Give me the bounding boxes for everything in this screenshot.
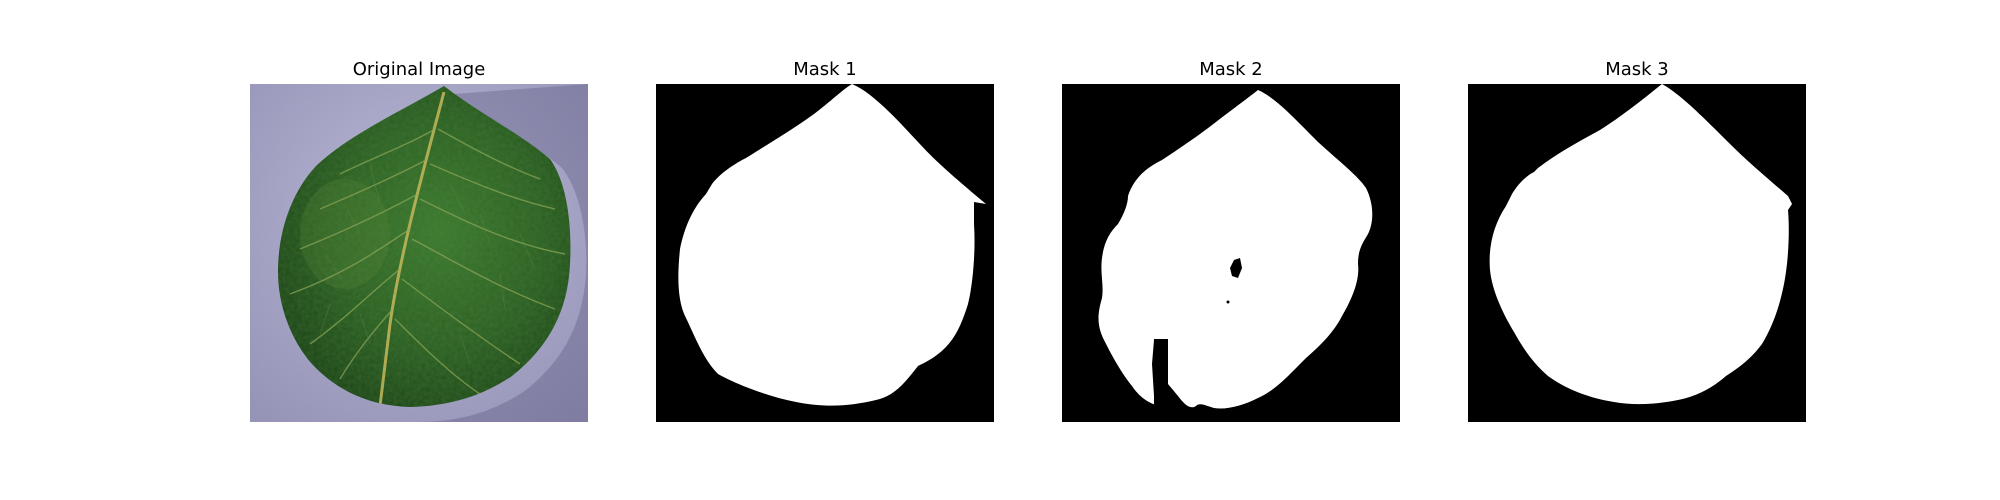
panel-title: Mask 3 bbox=[1605, 59, 1669, 80]
mask-hole bbox=[1230, 258, 1242, 278]
panel-original-image: Original Image bbox=[250, 0, 588, 500]
panel-title: Mask 2 bbox=[1199, 59, 1263, 80]
mask-gap bbox=[1154, 339, 1168, 409]
panel-title: Mask 1 bbox=[793, 59, 857, 80]
panel-title: Original Image bbox=[352, 59, 486, 80]
mask-foreground bbox=[678, 84, 986, 406]
mask-2-image bbox=[1062, 84, 1400, 422]
original-leaf-photo bbox=[250, 84, 588, 422]
mask-foreground bbox=[1489, 84, 1792, 405]
panel-mask-2: Mask 2 bbox=[1062, 0, 1400, 500]
mask-3-image bbox=[1468, 84, 1806, 422]
mask-foreground bbox=[1098, 90, 1373, 409]
panel-mask-1: Mask 1 bbox=[656, 0, 994, 500]
panel-mask-3: Mask 3 bbox=[1468, 0, 1806, 500]
mask-1-image bbox=[656, 84, 994, 422]
